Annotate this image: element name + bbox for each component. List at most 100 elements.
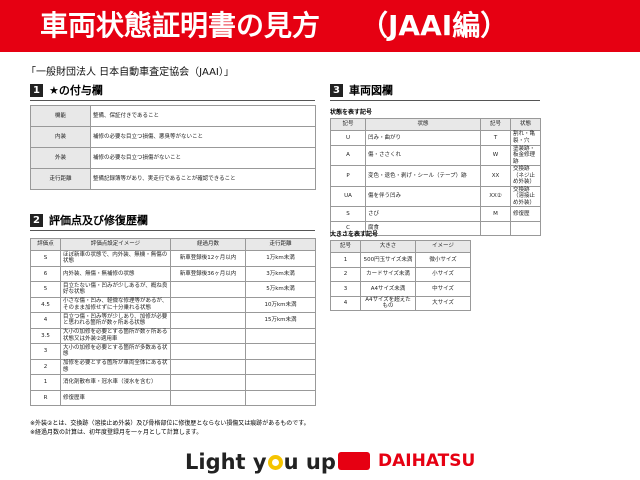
cell: 修復歴 — [510, 206, 541, 222]
header-cell: 大きさ — [360, 240, 416, 253]
cell — [245, 358, 316, 375]
tagline-start: Light y — [185, 450, 267, 474]
caption: 大きさを表す記号 — [330, 231, 379, 238]
cell: 大サイズ — [415, 295, 471, 311]
row: C 腐食 — [330, 220, 541, 236]
cell: 加修を必要とする箇所が車両全体にある状態 — [60, 358, 171, 375]
row: U 凹み・曲がり T 割れ・亀裂・穴 — [330, 130, 541, 146]
cell: さび — [365, 206, 481, 222]
cell: 3 — [30, 343, 61, 360]
cell: 大小の加修を必要とする箇所が数ヶ所ある状態又は外装②適用車 — [60, 327, 171, 344]
cell: 機能 — [30, 105, 91, 127]
table: 機能 整備、保証付きであること 内装 補修の必要な目立つ損傷、悪臭等がないこと 外装 補修… — [30, 105, 316, 190]
cell: A4サイズ未満 — [360, 281, 416, 297]
cell: 大小の加修を必要とする箇所が多数ある状態 — [60, 343, 171, 360]
cell: 中サイズ — [415, 281, 471, 297]
cell: 修復歴車 — [60, 389, 171, 406]
cell: 外装 — [30, 147, 91, 169]
cell: 新車登録後12ヶ月以内 — [170, 250, 246, 267]
header-row: 評価点 評価点設定イメージ 経過月数 走行距離 — [30, 238, 316, 251]
header-cell: 記号 — [480, 118, 511, 131]
section-heading: 1 ★の付与欄 — [30, 82, 315, 101]
cell: 4 — [330, 295, 361, 311]
row: 6 内外装、無傷・無補修の状態 新車登録後36ヶ月以内 3万km未満 — [30, 265, 316, 282]
cell: 1 — [330, 252, 361, 268]
header-cell: 経過月数 — [170, 238, 246, 251]
cell — [170, 389, 246, 406]
cell: 消化剤散布車・冠水車（浸水を含む） — [60, 374, 171, 391]
cell: 内外装、無傷・無補修の状態 — [60, 265, 171, 282]
cell — [245, 327, 316, 344]
cell: 3.5 — [30, 327, 61, 344]
cell — [480, 220, 511, 236]
cell: 内装 — [30, 126, 91, 148]
cell: S — [330, 206, 366, 222]
header-cell: 記号 — [330, 118, 366, 131]
cell: 10万km未満 — [245, 296, 316, 313]
section-heading: 3 車両図欄 — [330, 82, 540, 101]
section-number: 2 — [30, 213, 43, 227]
cell: 4 — [30, 312, 61, 329]
cell: 6 — [30, 265, 61, 282]
row: 4.5 小さな傷・凹み、軽微な修理等があるが、そのまま加修せずに十分乗れる状態 10… — [30, 296, 316, 313]
tagline: Light y u up — [185, 450, 336, 474]
cell: C — [330, 220, 366, 236]
row: 1 消化剤散布車・冠水車（浸水を含む） — [30, 374, 316, 391]
caption: 状態を表す記号 — [330, 109, 373, 116]
section-title: 評価点及び修復歴欄 — [49, 214, 148, 227]
note: ※経過月数の計算は、初年度登録月を一ヶ月として計算します。 — [30, 429, 203, 436]
table: 評価点 評価点設定イメージ 経過月数 走行距離 S ほぼ新車の状態で、内外装、無機・無傷の… — [30, 238, 316, 406]
header-cell: 評価点 — [30, 238, 61, 251]
cell — [170, 281, 246, 298]
cell: 変色・退色・剥げ・シール（テープ）跡 — [365, 165, 481, 187]
row: 走行距離 整備記録簿等があり、実走行であることが確認できること — [30, 168, 316, 190]
cell: S — [30, 250, 61, 267]
cell: 小サイズ — [415, 266, 471, 282]
cell: 3万km未満 — [245, 265, 316, 282]
cell: 500円玉サイズ未満 — [360, 252, 416, 268]
cell — [170, 343, 246, 360]
cell: A4サイズを超えたもの — [360, 295, 416, 311]
row: 外装 補修の必要な目立つ損傷がないこと — [30, 147, 316, 169]
cell: 補修の必要な目立つ損傷がないこと — [90, 147, 316, 169]
title-suffix: （JAAI編） — [360, 9, 509, 42]
cell: 整備、保証付きであること — [90, 105, 316, 127]
row: 2 カードサイズ未満 小サイズ — [330, 266, 471, 282]
cell: 割れ・亀裂・穴 — [510, 130, 541, 146]
cell: 5万km未満 — [245, 281, 316, 298]
cell: 整備記録簿等があり、実走行であることが確認できること — [90, 168, 316, 190]
header-cell: イメージ — [415, 240, 471, 253]
cell — [510, 220, 541, 236]
row: S さび M 修復歴 — [330, 206, 541, 222]
cell — [170, 327, 246, 344]
header-cell: 記号 — [330, 240, 361, 253]
brand-mark — [338, 452, 370, 470]
tagline-end: u up — [283, 450, 336, 474]
section-title: 車両図欄 — [349, 84, 393, 97]
row: 3 大小の加修を必要とする箇所が多数ある状態 — [30, 343, 316, 360]
cell — [170, 312, 246, 329]
cell: 1 — [30, 374, 61, 391]
cell: 新車登録後36ヶ月以内 — [170, 265, 246, 282]
section-title: ★の付与欄 — [49, 84, 103, 97]
cell: W — [480, 144, 511, 166]
section-number: 1 — [30, 83, 43, 97]
cell: 微小サイズ — [415, 252, 471, 268]
row: 4 目立つ傷・凹み等が少しあり、加修が必要と思われる箇所が数ヶ所ある状態 15万km… — [30, 312, 316, 329]
cell: 目立つ傷・凹み等が少しあり、加修が必要と思われる箇所が数ヶ所ある状態 — [60, 312, 171, 329]
cell: 凹み・曲がり — [365, 130, 481, 146]
subtitle: 「一般財団法人 日本自動車査定協会（JAAI）」 — [26, 67, 234, 78]
cell: 5 — [30, 281, 61, 298]
cell — [245, 374, 316, 391]
cell — [170, 296, 246, 313]
cell: 交換跡（溶接止め外装） — [510, 185, 541, 207]
cell: UA — [330, 185, 366, 207]
cell: T — [480, 130, 511, 146]
row: 2 加修を必要とする箇所が車両全体にある状態 — [30, 358, 316, 375]
header-band: 車両状態証明書の見方 （JAAI編） — [0, 0, 640, 52]
cell — [170, 358, 246, 375]
cell: R — [30, 389, 61, 406]
row: 内装 補修の必要な目立つ損傷、悪臭等がないこと — [30, 126, 316, 148]
header-cell: 走行距離 — [245, 238, 316, 251]
